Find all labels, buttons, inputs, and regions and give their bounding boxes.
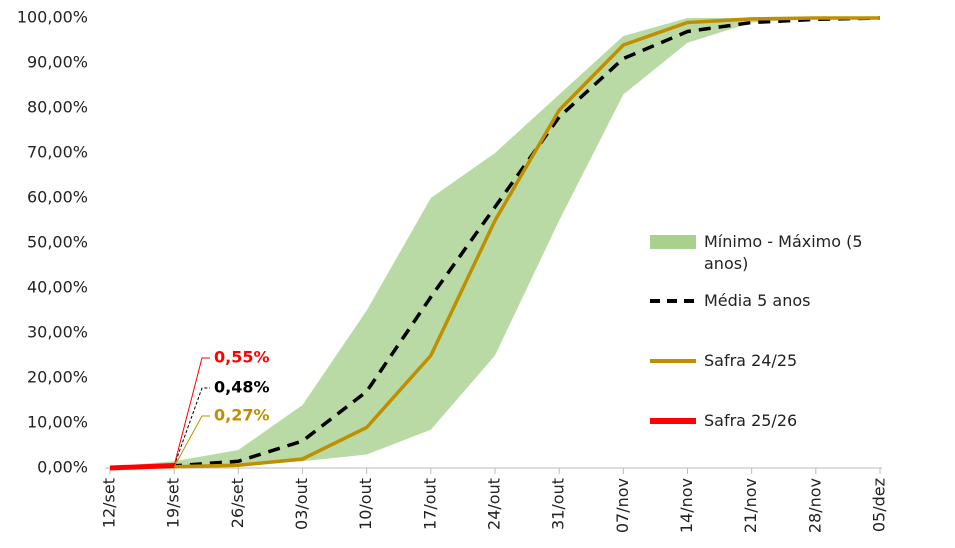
x-tick-label: 17/out [420,478,439,530]
data-label: 0,27% [214,406,270,425]
y-tick-label: 60,00% [27,188,88,207]
legend-label: Safra 25/26 [704,411,798,430]
x-tick-label: 26/set [228,478,247,528]
min-max-band [110,18,880,468]
x-tick-label: 19/set [164,478,183,528]
leader-line [173,415,210,468]
x-tick-label: 28/nov [805,478,824,533]
leader-line [173,357,210,466]
series-line [109,16,880,470]
y-tick-label: 70,00% [27,143,88,162]
x-tick-label: 12/set [100,478,119,528]
y-tick-label: 10,00% [27,413,88,432]
legend-swatch [650,235,696,249]
y-tick-label: 0,00% [37,458,88,477]
series-line [109,16,881,470]
data-label: 0,55% [214,348,270,367]
x-tick-label: 31/out [549,478,568,530]
y-tick-label: 90,00% [27,53,88,72]
legend-label: Mínimo - Máximo (5 anos) [704,232,863,273]
y-tick-label: 50,00% [27,233,88,252]
legend-label: Média 5 anos [704,291,811,310]
x-tick-label: 21/nov [741,478,760,533]
y-tick-label: 100,00% [17,8,88,27]
x-tick-label: 10/out [356,478,375,530]
y-tick-label: 20,00% [27,368,88,387]
series-line [109,463,175,471]
y-tick-label: 30,00% [27,323,88,342]
x-tick-label: 14/nov [677,478,696,533]
x-tick-label: 07/nov [613,478,632,533]
x-tick-label: 05/dez [870,478,889,532]
x-tick-label: 03/out [292,478,311,530]
y-tick-label: 80,00% [27,98,88,117]
x-tick-label: 24/out [485,478,504,530]
legend-label: Safra 24/25 [704,351,798,370]
leader-line [173,387,210,467]
data-label: 0,48% [214,378,270,397]
y-tick-label: 40,00% [27,278,88,297]
